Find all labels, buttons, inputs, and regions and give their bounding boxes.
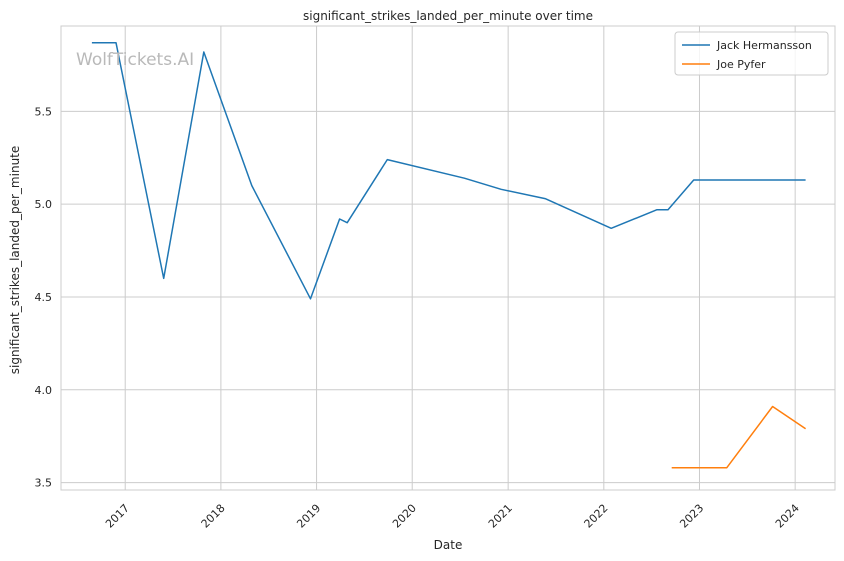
legend-box bbox=[674, 31, 829, 76]
watermark: WolfTickets.AI bbox=[76, 50, 194, 70]
grid bbox=[61, 26, 835, 490]
legend-label-joe-pyfer: Joe Pyfer bbox=[716, 58, 766, 71]
chart-title: significant_strikes_landed_per_minute ov… bbox=[303, 9, 593, 23]
series-line-jack-hermansson bbox=[91, 41, 806, 300]
plot-area bbox=[60, 25, 836, 491]
y-tick-label: 5.5 bbox=[35, 105, 53, 118]
x-tick-label: 2024 bbox=[773, 502, 802, 531]
y-tick-label: 3.5 bbox=[35, 477, 53, 490]
series-line-joe-pyfer bbox=[671, 405, 807, 469]
legend-label-jack-hermansson: Jack Hermansson bbox=[716, 39, 812, 52]
y-tick-label: 5.0 bbox=[35, 198, 53, 211]
series-layer bbox=[91, 41, 807, 469]
x-tick-label: 2021 bbox=[486, 502, 515, 531]
y-tick-label: 4.0 bbox=[35, 384, 53, 397]
y-axis-title: significant_strikes_landed_per_minute bbox=[8, 146, 22, 375]
x-tick-label: 2022 bbox=[582, 502, 611, 531]
y-tick-label: 4.5 bbox=[35, 291, 53, 304]
x-tick-label: 2020 bbox=[390, 502, 419, 531]
legend: Jack Hermansson Joe Pyfer bbox=[674, 31, 829, 76]
y-tick-labels: 3.5 4.0 4.5 5.0 5.5 bbox=[35, 105, 53, 489]
x-tick-label: 2019 bbox=[294, 502, 323, 531]
x-tick-label: 2018 bbox=[199, 502, 228, 531]
x-tick-label: 2023 bbox=[677, 502, 706, 531]
x-tick-label: 2017 bbox=[103, 502, 132, 531]
x-tick-labels: 2017 2018 2019 2020 2021 2022 2023 2024 bbox=[103, 502, 802, 531]
x-axis-title: Date bbox=[434, 538, 463, 552]
